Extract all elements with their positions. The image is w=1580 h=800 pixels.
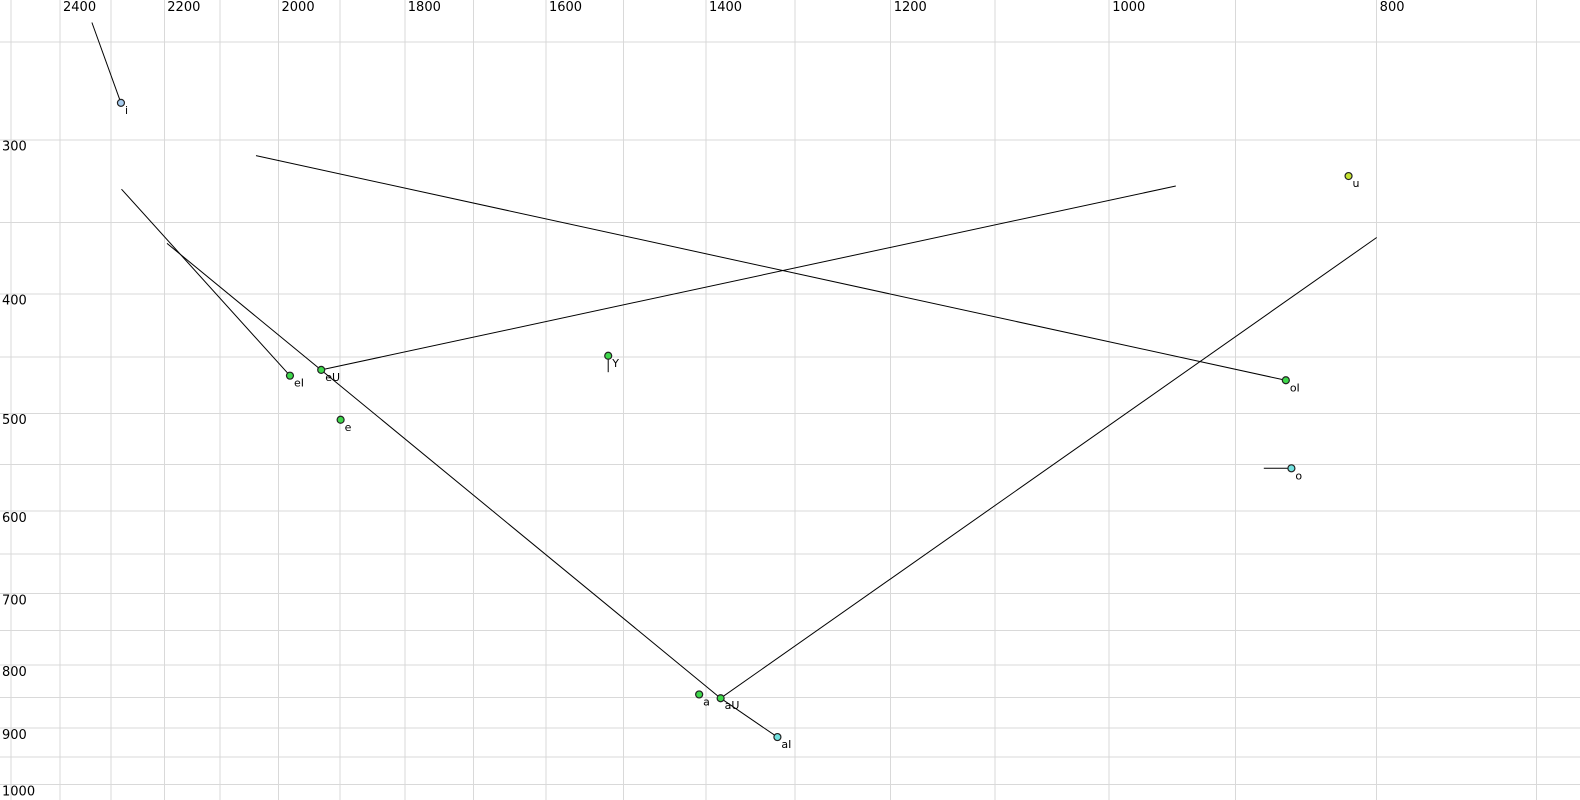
point-label-o: o: [1295, 469, 1302, 482]
data-point-eU: [317, 365, 326, 375]
trajectory-aU-offglide: [720, 237, 1377, 699]
point-label-i: i: [125, 104, 128, 117]
x-tick-label-1800: 1800: [408, 0, 441, 15]
y-tick-label-600: 600: [2, 511, 27, 526]
y-tick-label-500: 500: [2, 413, 27, 428]
x-tick-label-2000: 2000: [282, 0, 315, 15]
x-tick-label-1400: 1400: [709, 0, 742, 15]
y-tick-label-1000: 1000: [2, 784, 35, 799]
x-tick-label-800: 800: [1380, 0, 1405, 15]
data-point-i: [116, 98, 126, 107]
point-label-u: u: [1353, 177, 1360, 190]
data-point-aI: [773, 732, 782, 742]
trajectory-oI-glide: [255, 155, 1286, 381]
x-tick-label-1200: 1200: [894, 0, 927, 15]
y-tick-label-900: 900: [2, 728, 27, 743]
x-tick-label-1000: 1000: [1112, 0, 1145, 15]
x-tick-label-2200: 2200: [167, 0, 200, 15]
data-point-a: [695, 690, 704, 699]
x-tick-label-2400: 2400: [63, 0, 96, 15]
point-label-aU: aU: [725, 699, 740, 712]
trajectory-i-glide: [91, 22, 122, 103]
x-tick-label-1600: 1600: [549, 0, 582, 15]
point-label-eU: eU: [325, 371, 340, 384]
trajectory-eI-glide: [121, 188, 291, 377]
y-tick-label-300: 300: [2, 140, 27, 155]
data-point-e: [336, 415, 345, 424]
y-tick-label-800: 800: [2, 665, 27, 680]
data-point-u: [1344, 171, 1353, 181]
y-tick-label-400: 400: [2, 294, 27, 309]
data-point-o: [1287, 464, 1296, 473]
point-label-oI: oI: [1290, 381, 1300, 394]
data-point-oI: [1281, 376, 1290, 385]
point-label-a: a: [703, 695, 710, 708]
point-label-aI: aI: [781, 738, 791, 751]
data-point-aU: [716, 694, 725, 703]
trajectory-aU-to-aI: [720, 697, 778, 738]
data-point-Y: [604, 351, 613, 360]
point-label-Y: Y: [611, 357, 619, 370]
y-tick-label-700: 700: [2, 593, 27, 608]
data-point-eI: [285, 371, 295, 380]
point-label-e: e: [345, 421, 352, 434]
trajectory-aU-onglide: [166, 243, 721, 699]
trajectory-eU-offglide: [321, 185, 1176, 371]
point-label-eI: eI: [294, 377, 304, 390]
